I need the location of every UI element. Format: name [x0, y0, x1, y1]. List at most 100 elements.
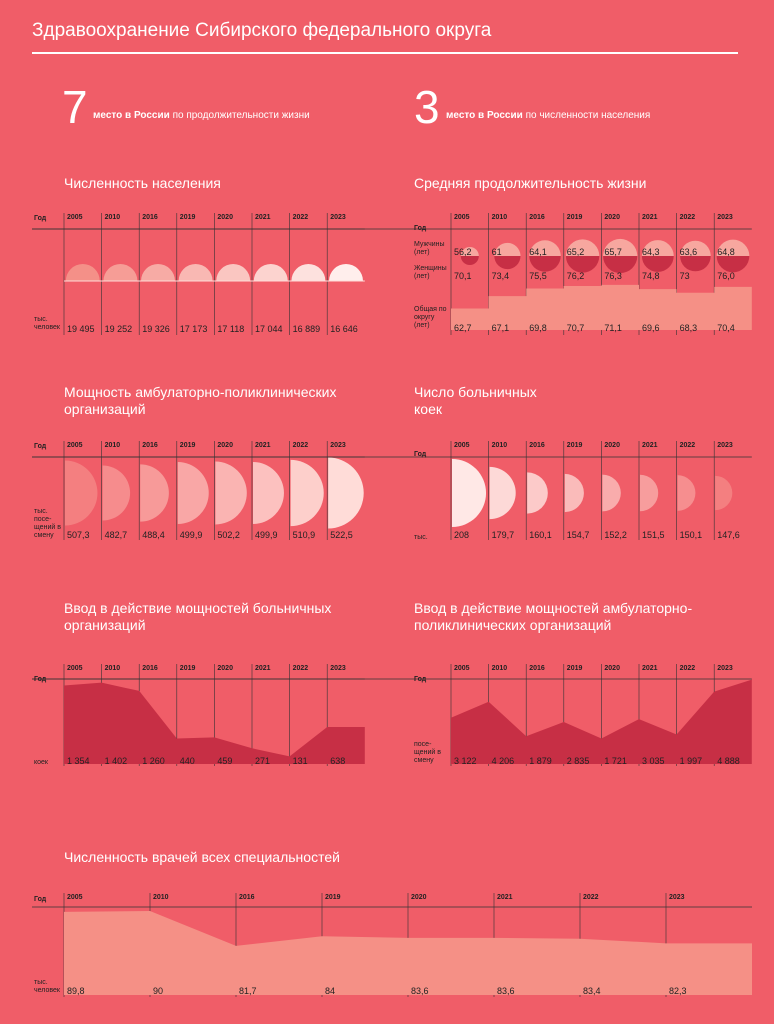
life-total-area — [451, 284, 752, 330]
life-men-value-3: 65,2 — [566, 247, 585, 257]
outpatient-value-5: 3 035 — [642, 756, 665, 766]
doctors-year-7: 2023 — [669, 894, 685, 901]
life-women-value-0: 70,1 — [454, 271, 472, 281]
life-men-semi-0 — [460, 246, 479, 256]
doctors-year-5: 2021 — [497, 894, 513, 901]
outpatient-year-2: 2016 — [529, 665, 545, 672]
life-women-value-5: 74,8 — [642, 271, 660, 281]
life-women-value-2: 75,5 — [529, 271, 547, 281]
page-title: Здравоохранение Сибирского федерального … — [32, 20, 492, 41]
population-value-1: 19 252 — [104, 324, 133, 334]
hospital-value-1: 1 402 — [104, 756, 128, 766]
life-men-value-2: 64,1 — [529, 247, 547, 257]
population-year-3: 2019 — [179, 214, 196, 221]
life-year-0: 2005 — [454, 214, 470, 221]
beds-year-2: 2016 — [529, 442, 545, 449]
life-row-label: Год — [414, 225, 427, 232]
outpatient-value-1: 4 206 — [491, 756, 515, 766]
beds-year-6: 2022 — [679, 442, 696, 449]
population-semicircle-3 — [178, 264, 213, 281]
life-year-1: 2010 — [491, 214, 508, 221]
population-year-1: 2010 — [104, 214, 121, 221]
beds-year-1: 2010 — [491, 442, 508, 449]
outpatient-year-0: 2005 — [454, 665, 470, 672]
doctors-value-2: 81,7 — [239, 986, 257, 996]
beds-row-label: Год — [414, 451, 427, 458]
life-men-semi-2 — [529, 240, 561, 256]
beds-semicircle-3 — [564, 473, 584, 513]
hospital-year-5: 2021 — [255, 665, 271, 672]
capacity-semicircle-0 — [65, 460, 98, 526]
outpatient-year-1: 2010 — [491, 665, 508, 672]
beds-year-4: 2020 — [604, 442, 620, 449]
beds-semicircle-4 — [602, 474, 621, 512]
population-semicircle-1 — [103, 264, 138, 281]
life-men-semi-7 — [716, 239, 750, 256]
life-men-value-0: 56,2 — [454, 247, 472, 257]
population-value-5: 17 044 — [255, 324, 283, 334]
capacity-year-5: 2021 — [255, 442, 271, 449]
header-rule — [32, 52, 738, 54]
hospital-unit: коек — [34, 759, 48, 766]
outpatient-value-6: 1 997 — [679, 756, 703, 766]
life-women-semi-5 — [641, 256, 674, 272]
doctors-year-0: 2005 — [67, 894, 83, 901]
life-year-5: 2021 — [642, 214, 658, 221]
capacity-semicircle-5 — [253, 462, 284, 524]
capacity-year-3: 2019 — [179, 442, 196, 449]
outpatient-capacity-title: Мощность амбулаторно-поликлинических орг… — [64, 384, 337, 417]
beds-year-0: 2005 — [454, 442, 470, 449]
beds-semicircle-0 — [452, 458, 487, 528]
life-total-value-6: 68,3 — [679, 323, 698, 333]
beds-value-3: 154,7 — [566, 530, 590, 540]
life-women-semi-4 — [603, 256, 638, 274]
life-women-semi-2 — [529, 256, 561, 272]
beds-value-1: 179,7 — [491, 530, 515, 540]
beds-year-3: 2019 — [566, 442, 583, 449]
hospital-value-5: 271 — [255, 756, 271, 766]
rank-life-number: 7 — [62, 81, 88, 133]
population-year-4: 2020 — [217, 214, 233, 221]
hospital-commissioning-title: Ввод в действие мощностей больничных орг… — [64, 600, 332, 633]
beds-year-5: 2021 — [642, 442, 658, 449]
outpatient-commissioning-title: Ввод в действие мощностей амбулаторно-по… — [414, 600, 693, 633]
doctors-value-3: 84 — [325, 986, 336, 996]
population-semicircle-6 — [291, 264, 326, 281]
hospital-value-2: 1 260 — [142, 756, 165, 766]
hospital-year-7: 2023 — [330, 665, 346, 672]
beds-year-7: 2023 — [717, 442, 733, 449]
outpatient-value-4: 1 721 — [604, 756, 627, 766]
life-total-label: Общая по округу (лет) — [414, 306, 447, 329]
hospital-value-7: 638 — [330, 756, 346, 766]
capacity-value-5: 499,9 — [255, 530, 278, 540]
hospital-row-label: Год — [34, 676, 47, 683]
outpatient-area — [451, 679, 752, 764]
outpatient-year-7: 2023 — [717, 665, 733, 672]
life-total-value-3: 70,7 — [566, 323, 585, 333]
doctors-year-2: 2016 — [239, 894, 255, 901]
life-men-semi-6 — [680, 240, 711, 256]
population-year-7: 2023 — [330, 214, 346, 221]
hospital-area — [64, 682, 365, 764]
hospital-year-1: 2010 — [104, 665, 121, 672]
life-women-label: Женщины (лет) — [414, 265, 447, 280]
beds-value-7: 147,6 — [717, 530, 740, 540]
life-women-value-1: 73,4 — [491, 271, 510, 281]
hospital-year-2: 2016 — [142, 665, 158, 672]
outpatient-year-4: 2020 — [604, 665, 620, 672]
rank-life-text: место в России по продолжительности жизн… — [93, 110, 310, 122]
capacity-year-6: 2022 — [292, 442, 309, 449]
capacity-semicircle-7 — [328, 457, 364, 529]
beds-value-6: 150,1 — [679, 530, 703, 540]
life-women-semi-6 — [680, 256, 711, 272]
life-expectancy-title: Средняя продолжительность жизни — [414, 175, 647, 191]
life-men-semi-4 — [603, 238, 638, 256]
beds-semicircle-1 — [489, 466, 516, 520]
capacity-value-0: 507,3 — [67, 530, 90, 540]
beds-semicircle-6 — [677, 475, 696, 511]
population-year-2: 2016 — [142, 214, 158, 221]
capacity-year-7: 2023 — [330, 442, 346, 449]
beds-value-0: 208 — [454, 530, 470, 540]
doctors-year-4: 2020 — [411, 894, 427, 901]
